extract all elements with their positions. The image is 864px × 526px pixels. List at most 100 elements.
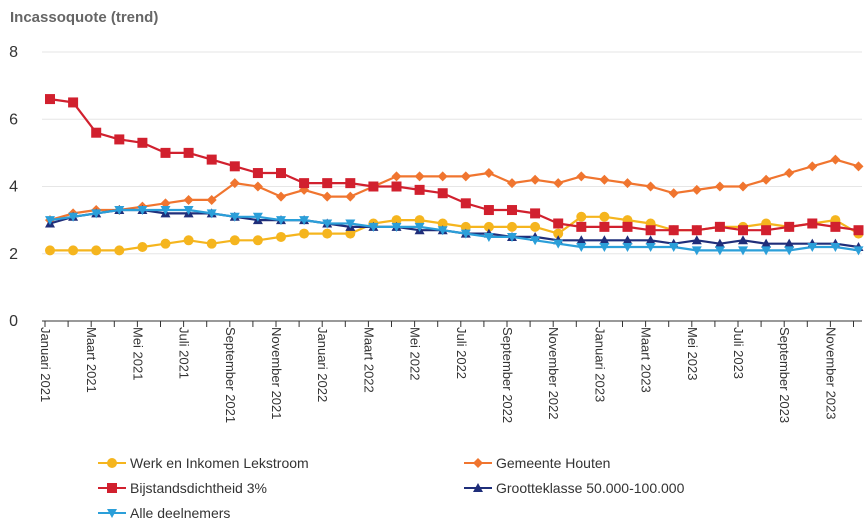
legend-item[interactable]: Gemeente Houten (464, 455, 610, 471)
data-point (599, 174, 610, 185)
x-tick-label: Mei 2023 (685, 327, 700, 380)
data-point (530, 236, 541, 246)
data-point (784, 238, 795, 248)
data-point (322, 228, 333, 239)
data-point (853, 161, 864, 172)
series-line (50, 215, 860, 252)
y-tick-label: 8 (9, 44, 18, 61)
data-point (229, 212, 240, 222)
data-point (483, 221, 494, 232)
x-tick-label: Mei 2021 (130, 327, 145, 380)
data-point (807, 218, 818, 229)
data-point (483, 168, 494, 179)
data-point (206, 154, 217, 165)
data-point (345, 178, 356, 189)
data-point (576, 221, 587, 232)
data-point (553, 218, 564, 229)
data-point (299, 216, 310, 226)
data-point (437, 188, 448, 199)
data-point (738, 181, 748, 192)
data-point (530, 208, 541, 219)
data-point (714, 238, 725, 248)
legend-item[interactable]: Alle deelnemers (98, 505, 230, 521)
data-point (576, 243, 587, 253)
data-point (761, 246, 772, 256)
series-3 (45, 94, 864, 236)
x-tick-label: Juli 2023 (731, 327, 746, 379)
data-point (299, 178, 310, 189)
data-point (668, 188, 679, 199)
data-point (738, 246, 748, 256)
legend-item[interactable]: Werk en Inkomen Lekstroom (98, 455, 309, 471)
x-tick-label: Januari 2023 (592, 327, 607, 402)
y-tick-label: 6 (9, 111, 18, 128)
data-point (576, 211, 587, 222)
legend[interactable]: Werk en Inkomen Lekstroom Gemeente Houten… (98, 455, 685, 521)
legend-item[interactable]: Bijstandsdichtheid 3% (98, 480, 267, 496)
data-point (691, 246, 702, 256)
data-point (483, 205, 494, 216)
y-tick-label: 0 (9, 313, 18, 330)
x-tick-label: Maart 2023 (639, 327, 654, 393)
y-tick-label: 4 (9, 179, 18, 196)
data-point (206, 238, 217, 249)
data-point (622, 178, 633, 189)
data-point (229, 235, 240, 246)
data-point (183, 194, 194, 205)
data-point (599, 243, 610, 253)
data-point (345, 219, 356, 229)
data-point (807, 243, 818, 253)
legend-label: Grootteklasse 50.000-100.000 (496, 480, 685, 496)
data-point (391, 181, 402, 192)
data-point (668, 243, 679, 253)
data-point (45, 245, 55, 256)
data-point (761, 238, 772, 248)
data-point (483, 232, 494, 242)
data-point (784, 246, 795, 256)
data-point (507, 205, 517, 216)
data-point (391, 171, 402, 182)
data-point (622, 221, 633, 232)
data-point (114, 245, 125, 256)
data-point (345, 228, 356, 239)
data-point (622, 243, 633, 253)
data-point (507, 178, 517, 189)
data-point (784, 221, 795, 232)
data-point (160, 147, 171, 158)
data-point (645, 243, 656, 253)
data-point (437, 218, 448, 229)
data-point (738, 235, 748, 245)
data-point (183, 147, 194, 158)
x-tick-label: Januari 2021 (38, 327, 53, 402)
data-point (414, 171, 425, 182)
legend-marker (107, 509, 117, 518)
data-point (830, 243, 841, 253)
legend-label: Gemeente Houten (496, 455, 610, 471)
data-point (252, 212, 263, 222)
legend-item[interactable]: Grootteklasse 50.000-100.000 (464, 480, 685, 496)
data-point (460, 229, 471, 239)
data-point (507, 221, 517, 232)
data-point (691, 235, 702, 245)
data-point (160, 238, 171, 249)
data-point (160, 198, 171, 209)
data-point (45, 94, 55, 105)
data-point (391, 222, 402, 232)
data-point (183, 206, 194, 216)
x-tick-label: Juli 2021 (177, 327, 192, 379)
x-tick-label: September 2021 (223, 327, 238, 423)
data-point (622, 235, 633, 245)
data-point (322, 191, 333, 202)
data-point (183, 235, 194, 246)
data-point (414, 215, 425, 226)
data-point (252, 235, 263, 246)
data-point (714, 246, 725, 256)
data-point (853, 246, 864, 256)
data-point (368, 222, 379, 232)
data-point (437, 226, 448, 236)
data-point (553, 228, 564, 239)
x-tick-label: Maart 2021 (84, 327, 99, 393)
data-point (830, 154, 841, 165)
data-point (276, 168, 286, 179)
y-tick-label: 2 (9, 246, 18, 263)
